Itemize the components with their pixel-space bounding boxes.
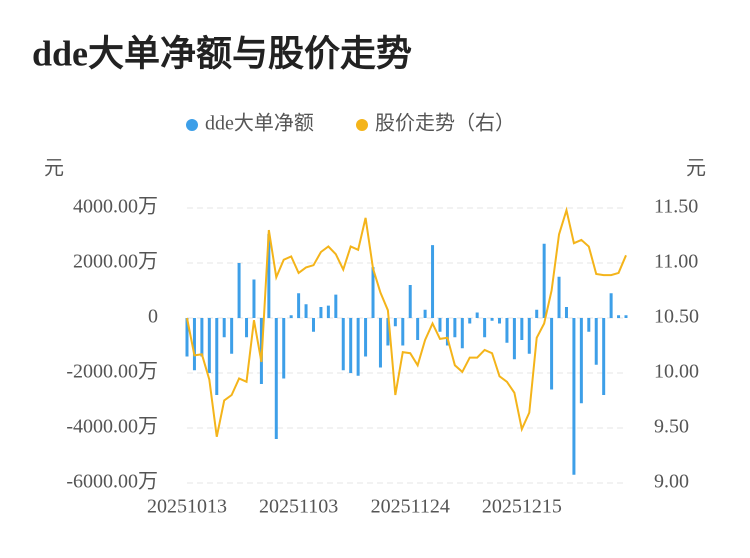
bar [207, 318, 211, 373]
bar [572, 318, 576, 475]
y2-tick-label: 11.50 [654, 196, 698, 218]
bar [498, 318, 502, 324]
bar [594, 318, 598, 365]
bar [564, 307, 568, 318]
bar [445, 318, 449, 346]
bar [304, 304, 308, 318]
y-tick-label: -4000.00万 [66, 416, 158, 438]
y-axis-label: 元 [44, 158, 64, 180]
bar [624, 315, 628, 318]
legend-marker [356, 119, 368, 131]
bar [468, 318, 472, 324]
y2-tick-label: 10.50 [654, 306, 699, 328]
bar [609, 293, 613, 318]
bar [297, 293, 301, 318]
bar [438, 318, 442, 332]
y2-tick-label: 10.00 [654, 361, 699, 383]
y2-tick-label: 9.50 [654, 416, 689, 438]
bar [579, 318, 583, 404]
x-tick-label: 20251215 [482, 496, 562, 518]
y-tick-label: -6000.00万 [66, 471, 158, 493]
bar [245, 318, 249, 338]
y-tick-label: -2000.00万 [66, 361, 158, 383]
bar [401, 318, 405, 346]
y2-tick-label: 9.00 [654, 471, 689, 493]
y-tick-label: 4000.00万 [73, 196, 158, 218]
bar [364, 318, 368, 357]
bar [527, 318, 531, 354]
y-tick-label: 0 [148, 306, 158, 328]
bar [587, 318, 591, 332]
bar [192, 318, 196, 371]
bar [222, 318, 226, 338]
bar [483, 318, 487, 338]
bar [319, 307, 323, 318]
bar [453, 318, 457, 338]
bar [617, 315, 621, 318]
bar [230, 318, 234, 354]
bar [602, 318, 606, 395]
y-tick-label: 2000.00万 [73, 251, 158, 273]
legend-marker [186, 119, 198, 131]
x-tick-label: 20251124 [371, 496, 450, 518]
bar [185, 318, 189, 357]
x-tick-label: 20251103 [259, 496, 338, 518]
chart-title: dde大单净额与股价走势 [32, 33, 412, 73]
y2-axis-label: 元 [686, 158, 706, 180]
bar [557, 276, 561, 318]
bar [334, 294, 338, 318]
bar [550, 318, 554, 390]
bar [520, 318, 524, 340]
bar [215, 318, 219, 395]
bar [505, 318, 509, 343]
bar [386, 318, 390, 346]
bar [512, 318, 516, 360]
bar [274, 318, 278, 439]
bar [431, 245, 435, 318]
bar [341, 318, 345, 371]
bar [393, 318, 397, 327]
bar [252, 279, 256, 318]
bar [237, 263, 241, 318]
bar [326, 305, 330, 318]
bar [460, 318, 464, 349]
bar [542, 243, 546, 318]
bar [416, 318, 420, 340]
bar [371, 267, 375, 318]
bar [267, 234, 271, 318]
bar [378, 318, 382, 368]
bar [282, 318, 286, 379]
bar [311, 318, 315, 332]
bar [535, 309, 539, 318]
legend-label: 股价走势（右） [375, 112, 515, 135]
bar [423, 309, 427, 318]
bar [490, 318, 494, 321]
price-line [186, 206, 627, 438]
bar [200, 318, 204, 357]
x-tick-label: 20251013 [147, 496, 227, 518]
legend-label: dde大单净额 [205, 112, 314, 135]
y2-tick-label: 11.00 [654, 251, 698, 273]
bar [289, 315, 293, 318]
bar [356, 318, 360, 376]
bar [408, 285, 412, 318]
bar [475, 312, 479, 318]
bar [349, 318, 353, 373]
